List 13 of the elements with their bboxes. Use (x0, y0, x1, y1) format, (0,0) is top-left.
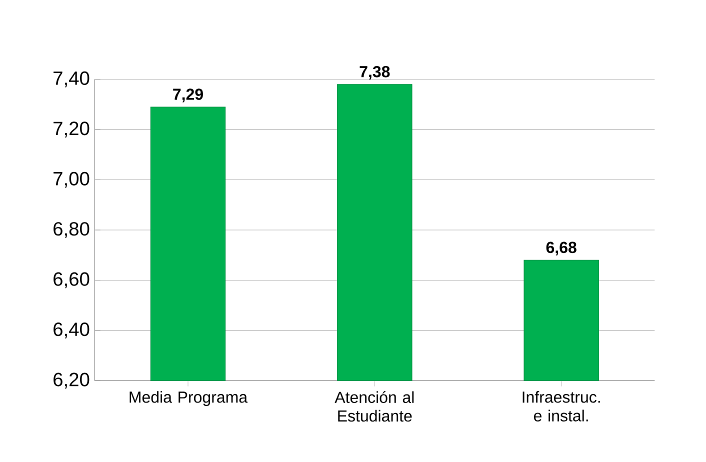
y-tick-label: 7,00 (54, 172, 90, 188)
y-tick-label: 6,60 (54, 272, 90, 288)
data-label: 7,38 (360, 66, 390, 80)
y-tick-label: 6,80 (54, 222, 90, 238)
y-tick-label: 7,40 (54, 71, 90, 88)
y-tick-label: 7,20 (54, 122, 90, 138)
x-tick-label: Atención al Estudiante (334, 391, 414, 422)
x-tick-label: Media Programa (130, 391, 248, 406)
x-tick-label: Infraestruc. e instal. (522, 391, 600, 422)
data-label: 7,29 (173, 88, 203, 102)
data-label: 6,68 (546, 242, 576, 256)
y-tick-label: 6,20 (54, 372, 90, 389)
y-tick-label: 6,40 (54, 322, 90, 338)
